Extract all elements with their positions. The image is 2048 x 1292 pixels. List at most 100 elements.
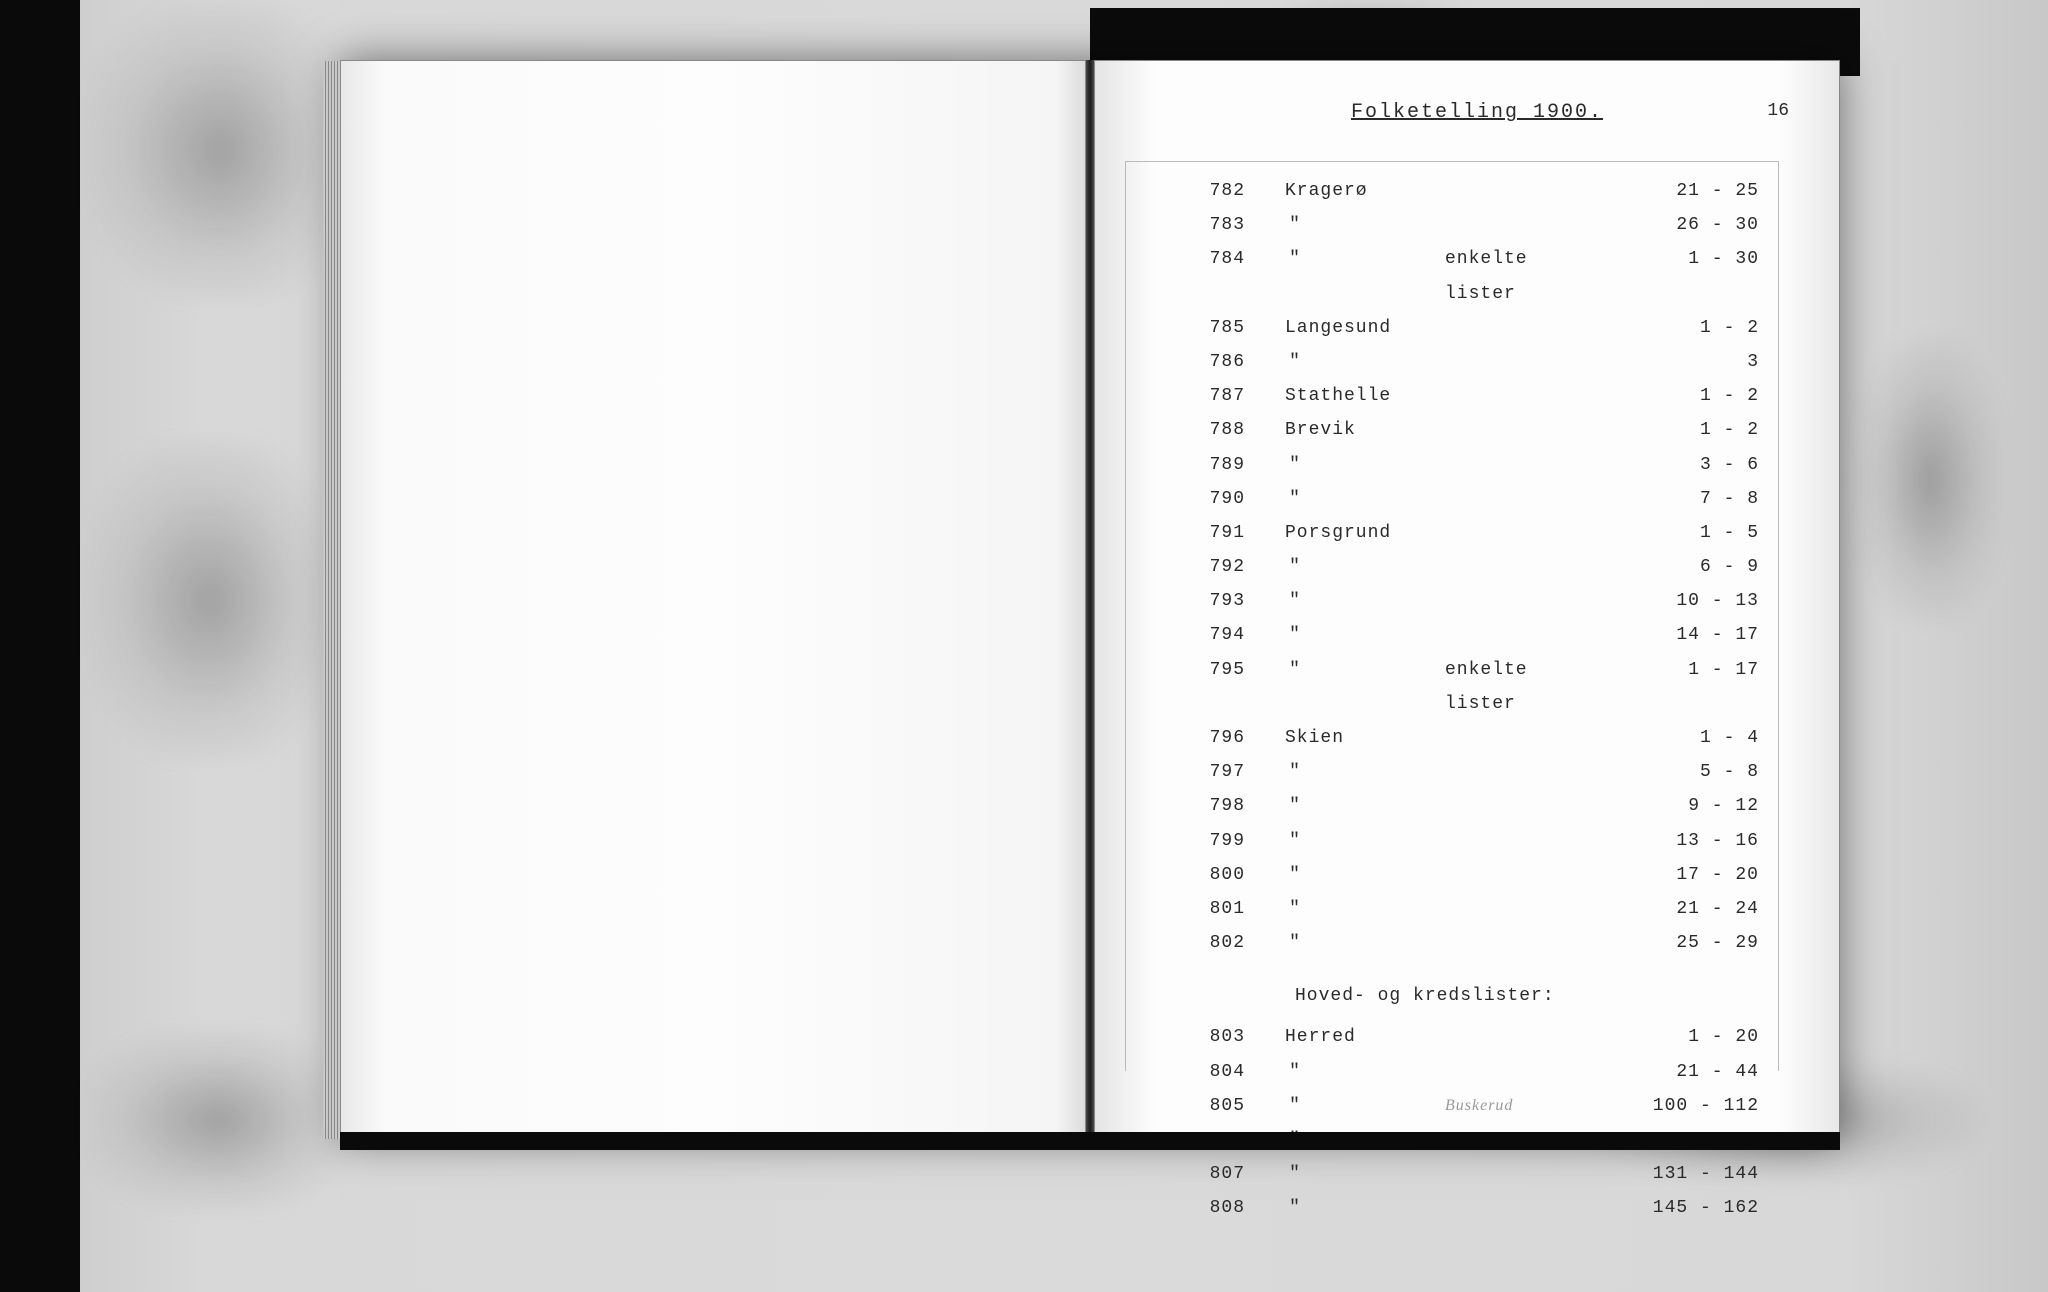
row-range: 1 - 2 (1609, 379, 1759, 413)
table-row: 792" 6 - 9 (1185, 550, 1759, 584)
row-number: 785 (1185, 311, 1285, 345)
left-page (340, 60, 1086, 1140)
row-range: 6 - 9 (1609, 550, 1759, 584)
row-number: 796 (1185, 721, 1285, 755)
film-edge-left (0, 0, 80, 1292)
row-number: 805 (1185, 1089, 1285, 1123)
row-range: 5 - 8 (1609, 755, 1759, 789)
row-note: Buskerud (1445, 1091, 1609, 1121)
table-row: 790"7 - 8 (1185, 482, 1759, 516)
row-range: 3 - 6 (1609, 448, 1759, 482)
table-row: 785Langesund1 - 2 (1185, 311, 1759, 345)
section-heading: Hoved- og kredslister: (1295, 986, 1799, 1006)
row-range: 1 - 30 (1609, 242, 1759, 276)
row-number: 808 (1185, 1191, 1285, 1225)
row-note: enkelte lister (1445, 653, 1609, 721)
rule-line (1125, 161, 1126, 1071)
row-number: 783 (1185, 208, 1285, 242)
row-range: 7 - 8 (1609, 482, 1759, 516)
row-range: 21 - 24 (1609, 892, 1759, 926)
row-number: 789 (1185, 448, 1285, 482)
row-number: 797 (1185, 755, 1285, 789)
row-range: 25 - 29 (1609, 926, 1759, 960)
row-range: 21 - 25 (1609, 174, 1759, 208)
table-row: 796Skien 1 - 4 (1185, 721, 1759, 755)
row-range: 17 - 20 (1609, 858, 1759, 892)
row-range: 10 - 13 (1609, 584, 1759, 618)
table-row: 798" 9 - 12 (1185, 789, 1759, 823)
row-range: 1 - 20 (1609, 1020, 1759, 1054)
row-place: " (1285, 345, 1445, 379)
table-row: 805"Buskerud100 - 112 (1185, 1089, 1759, 1123)
row-place: Herred (1285, 1020, 1445, 1054)
book-cover-bottom (340, 1132, 1840, 1150)
title-row: Folketelling 1900. 16 (1155, 101, 1799, 124)
index-table-main: 782Kragerø21 - 25783"26 - 30784"enkelte … (1185, 174, 1759, 960)
table-row: 801"21 - 24 (1185, 892, 1759, 926)
row-place: " (1285, 1191, 1445, 1225)
row-place: " (1285, 653, 1445, 687)
row-note: enkelte lister (1445, 242, 1609, 310)
row-number: 795 (1185, 653, 1285, 687)
row-number: 807 (1185, 1157, 1285, 1191)
row-place: " (1285, 208, 1445, 242)
table-row: 802"25 - 29 (1185, 926, 1759, 960)
row-place: " (1285, 618, 1445, 652)
row-range: 3 (1609, 345, 1759, 379)
index-table-section: 803Herred1 - 20804"21 - 44805"Buskerud10… (1185, 1020, 1759, 1225)
page-content: Folketelling 1900. 16 782Kragerø21 - 257… (1155, 101, 1799, 1099)
row-range: 13 - 16 (1609, 824, 1759, 858)
row-number: 799 (1185, 824, 1285, 858)
row-range: 100 - 112 (1609, 1089, 1759, 1123)
table-row: 799" 13 - 16 (1185, 824, 1759, 858)
right-page: Folketelling 1900. 16 782Kragerø21 - 257… (1094, 60, 1840, 1140)
scan-smudge (1860, 340, 2000, 620)
row-place: " (1285, 824, 1445, 858)
row-place: " (1285, 858, 1445, 892)
row-place: " (1285, 584, 1445, 618)
row-place: " (1285, 448, 1445, 482)
scan-smudge (90, 440, 330, 760)
row-number: 791 (1185, 516, 1285, 550)
row-number: 793 (1185, 584, 1285, 618)
table-row: 795"enkelte lister1 - 17 (1185, 653, 1759, 721)
page-title: Folketelling 1900. (1351, 101, 1603, 124)
table-row: 791Porsgrund1 - 5 (1185, 516, 1759, 550)
row-range: 14 - 17 (1609, 618, 1759, 652)
table-row: 794"14 - 17 (1185, 618, 1759, 652)
table-row: 808"145 - 162 (1185, 1191, 1759, 1225)
row-number: 782 (1185, 174, 1285, 208)
table-row: 788Brevik1 - 2 (1185, 413, 1759, 447)
table-row: 783"26 - 30 (1185, 208, 1759, 242)
row-range: 1 - 2 (1609, 311, 1759, 345)
table-row: 789" 3 - 6 (1185, 448, 1759, 482)
row-number: 798 (1185, 789, 1285, 823)
table-row: 800"17 - 20 (1185, 858, 1759, 892)
row-place: Brevik (1285, 413, 1445, 447)
table-row: 793" 10 - 13 (1185, 584, 1759, 618)
row-number: 802 (1185, 926, 1285, 960)
row-range: 9 - 12 (1609, 789, 1759, 823)
row-place: " (1285, 789, 1445, 823)
row-number: 790 (1185, 482, 1285, 516)
table-row: 804"21 - 44 (1185, 1055, 1759, 1089)
row-number: 788 (1185, 413, 1285, 447)
section-gap (1155, 960, 1799, 986)
table-row: 787Stathelle1 - 2 (1185, 379, 1759, 413)
book-spine (1086, 60, 1094, 1140)
row-place: " (1285, 242, 1445, 276)
row-place: Skien (1285, 721, 1445, 755)
row-range: 1 - 17 (1609, 653, 1759, 687)
table-row: 807"131 - 144 (1185, 1157, 1759, 1191)
row-number: 801 (1185, 892, 1285, 926)
open-book: Folketelling 1900. 16 782Kragerø21 - 257… (340, 60, 1840, 1140)
row-place: " (1285, 755, 1445, 789)
row-number: 804 (1185, 1055, 1285, 1089)
table-row: 803Herred1 - 20 (1185, 1020, 1759, 1054)
row-place: " (1285, 550, 1445, 584)
row-place: Porsgrund (1285, 516, 1445, 550)
row-number: 792 (1185, 550, 1285, 584)
row-range: 1 - 4 (1609, 721, 1759, 755)
row-place: " (1285, 1157, 1445, 1191)
scan-smudge (88, 1030, 348, 1210)
